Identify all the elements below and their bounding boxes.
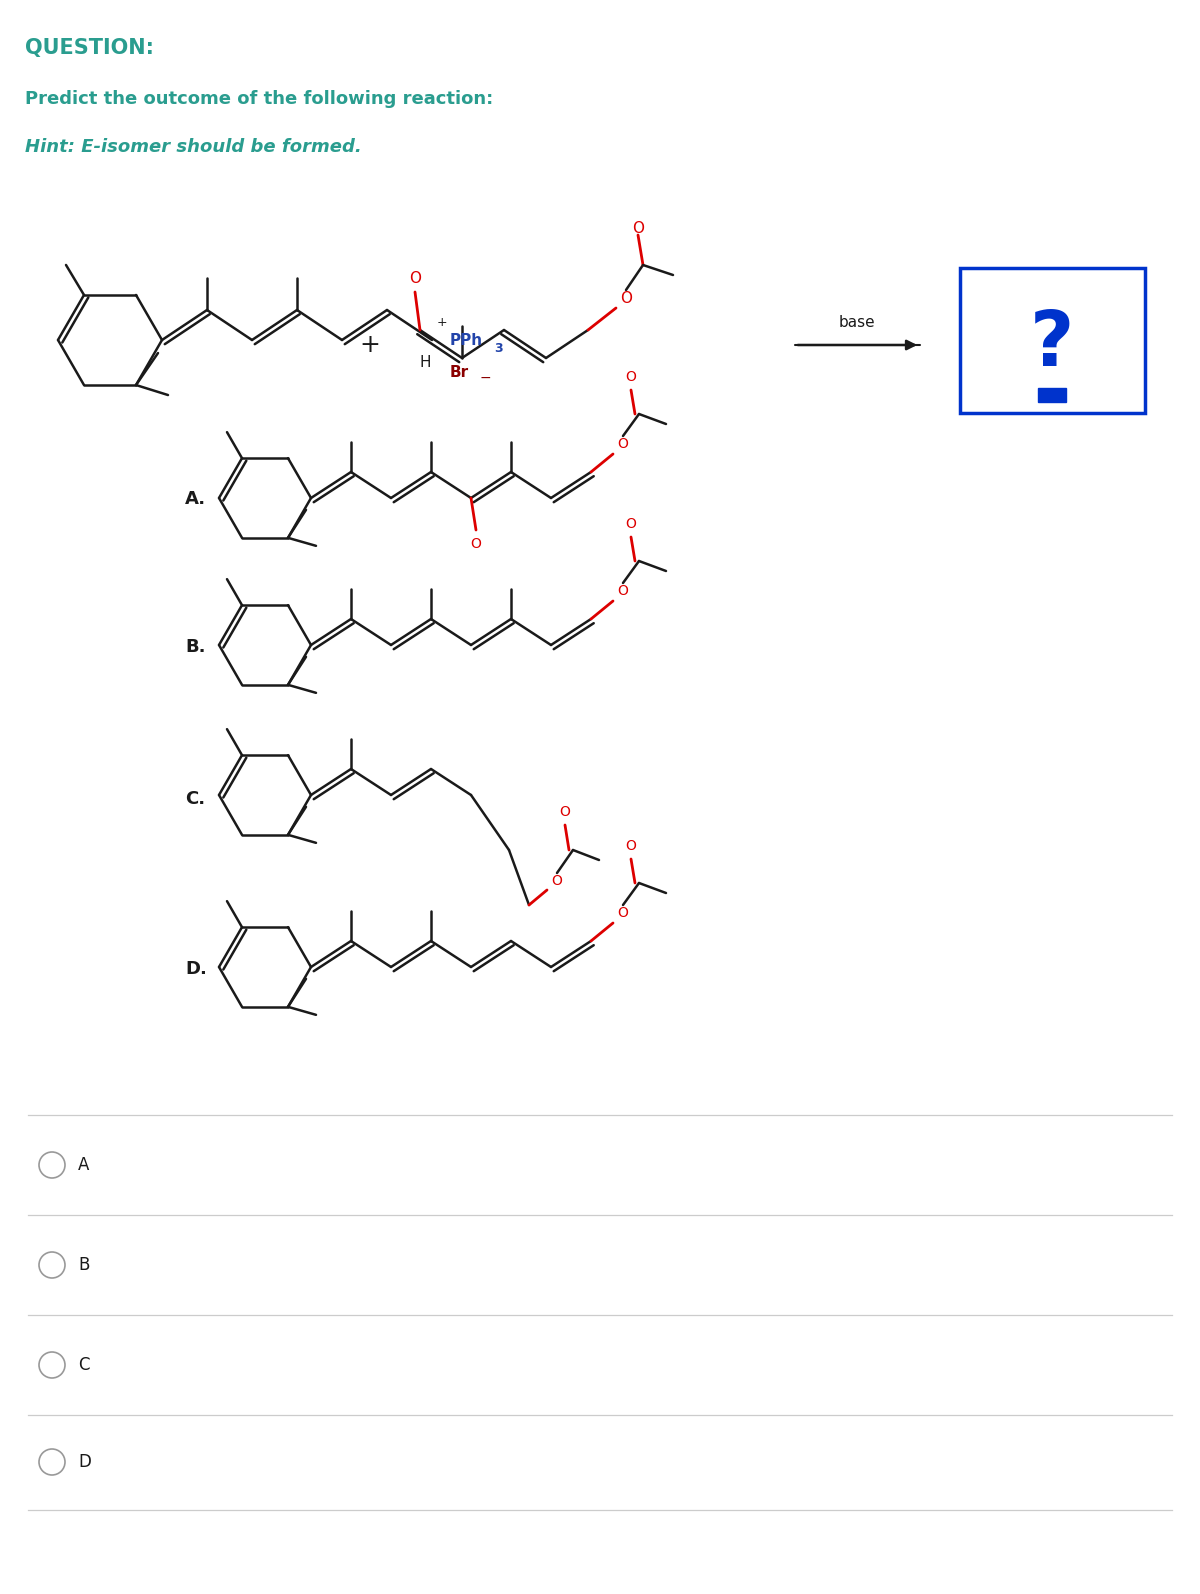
Text: Br: Br — [450, 365, 469, 379]
FancyBboxPatch shape — [960, 268, 1145, 413]
Text: base: base — [839, 314, 875, 330]
Text: D: D — [78, 1454, 91, 1471]
Text: O: O — [625, 370, 636, 384]
Text: ?: ? — [1030, 308, 1074, 383]
Text: H: H — [419, 354, 431, 370]
Text: C.: C. — [185, 791, 205, 808]
Circle shape — [38, 1449, 65, 1474]
Text: O: O — [625, 838, 636, 853]
Text: O: O — [409, 271, 421, 285]
Text: +: + — [437, 316, 448, 328]
Text: −: − — [480, 371, 492, 386]
Text: B: B — [78, 1256, 89, 1274]
Text: O: O — [632, 220, 644, 236]
Circle shape — [38, 1152, 65, 1178]
Circle shape — [38, 1251, 65, 1278]
Text: Hint: E-isomer should be formed.: Hint: E-isomer should be formed. — [25, 139, 361, 156]
Text: O: O — [552, 874, 563, 888]
Text: A.: A. — [185, 489, 206, 508]
Text: O: O — [618, 583, 629, 598]
Text: O: O — [618, 905, 629, 920]
Text: O: O — [559, 805, 570, 819]
Text: +: + — [360, 333, 380, 357]
Text: A: A — [78, 1156, 89, 1175]
Circle shape — [38, 1352, 65, 1377]
Text: D.: D. — [185, 960, 206, 979]
Text: 3: 3 — [494, 341, 503, 354]
Text: C: C — [78, 1356, 90, 1374]
Text: B.: B. — [185, 638, 205, 657]
Text: Predict the outcome of the following reaction:: Predict the outcome of the following rea… — [25, 89, 493, 108]
Text: O: O — [625, 516, 636, 531]
Text: O: O — [618, 437, 629, 451]
Text: O: O — [620, 290, 632, 306]
Text: QUESTION:: QUESTION: — [25, 38, 154, 57]
Text: PPh: PPh — [450, 333, 484, 347]
Text: O: O — [470, 537, 481, 552]
Bar — [1038, 387, 1066, 402]
